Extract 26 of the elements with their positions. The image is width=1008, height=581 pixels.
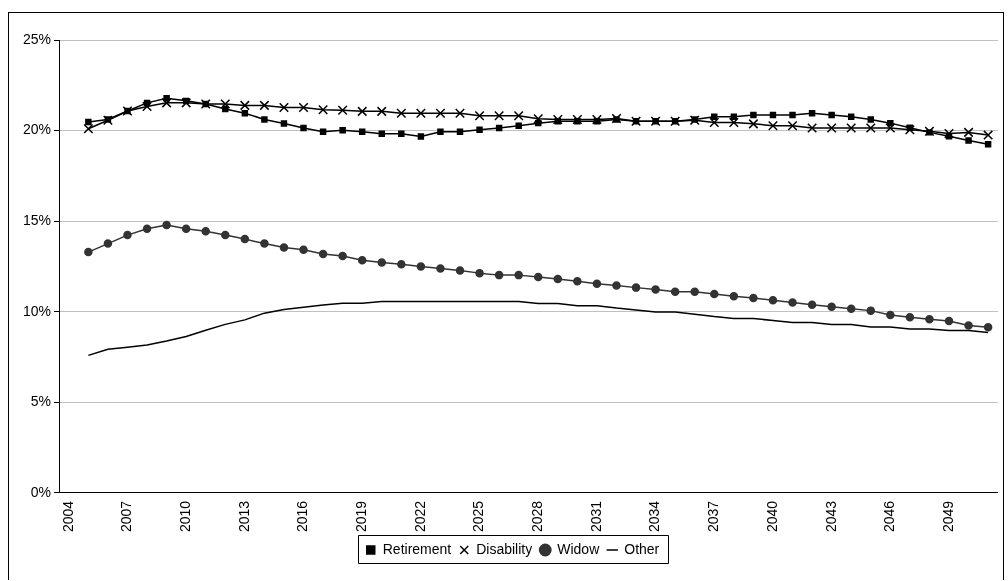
x-tick-label: 2019 xyxy=(353,500,370,533)
legend-label: Disability xyxy=(476,540,533,557)
x-tick-label: 2040 xyxy=(763,500,780,533)
x-tick-label: 2037 xyxy=(705,500,722,533)
legend-label: Widow xyxy=(557,540,601,557)
x-tick-label: 2031 xyxy=(587,500,604,533)
x-tick-label: 2013 xyxy=(235,500,252,533)
x-tick-label: 2004 xyxy=(59,500,76,533)
x-tick-label: 2028 xyxy=(529,500,546,533)
y-tick-label: 25% xyxy=(22,30,52,47)
legend-label: Other xyxy=(624,540,660,557)
x-tick-label: 2007 xyxy=(118,500,135,533)
x-tick-label: 2046 xyxy=(881,500,898,533)
x-tick-label: 2043 xyxy=(822,500,839,533)
x-tick-label: 2010 xyxy=(177,500,194,533)
x-tick-label: 2016 xyxy=(294,500,311,533)
x-tick-label: 2022 xyxy=(411,500,428,533)
y-tick-label: 15% xyxy=(22,212,52,228)
y-tick-label: 0% xyxy=(30,483,52,500)
x-tick-label: 2025 xyxy=(470,500,487,533)
y-tick-label: 5% xyxy=(30,393,52,410)
y-tick-label: 20% xyxy=(22,121,52,138)
y-tick-label: 10% xyxy=(22,302,52,319)
x-tick-label: 2034 xyxy=(646,500,663,533)
x-tick-label: 2049 xyxy=(939,500,956,533)
legend-label: Retirement xyxy=(382,540,452,557)
